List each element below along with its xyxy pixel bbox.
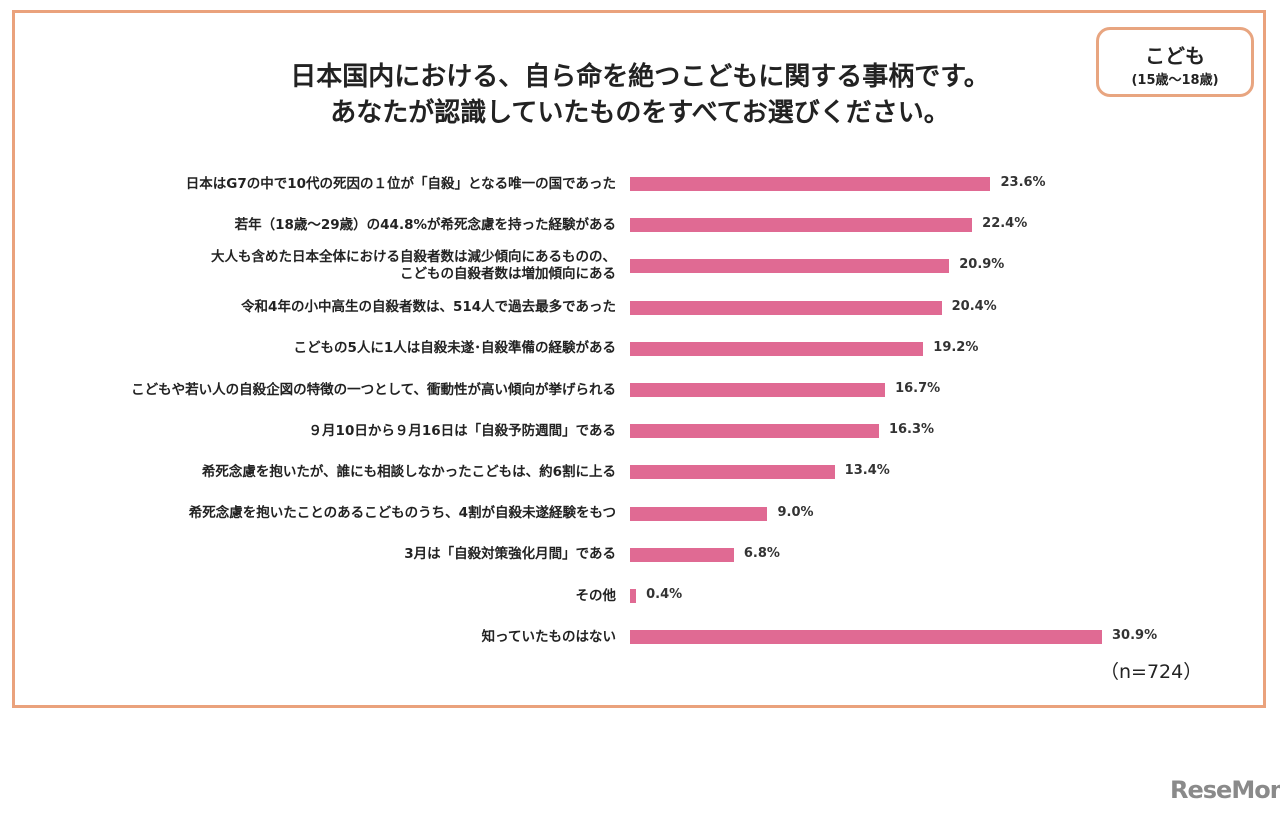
- respondent-badge: こども (15歳～18歳): [1096, 27, 1254, 97]
- value-label: 22.4%: [982, 216, 1028, 232]
- value-label: 13.4%: [844, 463, 890, 479]
- category-label: 令和4年の小中高生の自殺者数は、514人で過去最多であった: [241, 299, 616, 316]
- bar: [630, 383, 886, 397]
- category-label: 希死念慮を抱いたが、誰にも相談しなかったこどもは、約6割に上る: [201, 463, 616, 480]
- category-label: 3月は「自殺対策強化月間」である: [404, 546, 616, 563]
- value-label: 6.8%: [743, 545, 780, 561]
- category-label: 日本はG7の中で10代の死因の１位が「自殺」となる唯一の国であった: [185, 175, 616, 192]
- value-label: 16.7%: [895, 381, 941, 396]
- bar: [630, 465, 835, 480]
- chart-frame: [12, 10, 1266, 708]
- bar: [630, 547, 734, 562]
- bar: [630, 424, 879, 439]
- category-label: 若年（18歳～29歳）の44.8%が希死念慮を持った経験がある: [234, 216, 616, 233]
- value-label: 30.9%: [1112, 628, 1158, 644]
- category-label: その他: [575, 587, 617, 604]
- category-label: 知っていたものはない: [481, 628, 616, 645]
- category-label: ９月10日から９月16日は「自殺予防週間」である: [308, 422, 616, 439]
- value-label: 20.9%: [959, 257, 1005, 273]
- chart-title-line2: あなたが認識していたものをすべてお選びください。: [330, 98, 950, 128]
- bar: [630, 506, 768, 521]
- bar: [630, 630, 1102, 645]
- value-label: 20.4%: [951, 298, 997, 314]
- value-label: 0.4%: [646, 587, 683, 602]
- category-label: こどもや若い人の自殺企図の特徴の一つとして、衝動性が高い傾向が挙げられる: [131, 381, 616, 398]
- chart-title-line1: 日本国内における、自ら命を絶つこどもに関する事柄です。: [290, 62, 990, 92]
- category-label: 希死念慮を抱いたことのあるこどものうち、4割が自殺未遂経験をもつ: [188, 505, 616, 522]
- badge-main: こども: [1145, 44, 1205, 68]
- bar: [630, 589, 637, 603]
- bar: [630, 341, 924, 356]
- resemom-watermark: ReseMom: [1170, 776, 1280, 804]
- category-label: 大人も含めた日本全体における自殺者数は減少傾向にあるものの、 こどもの自殺者数は増…: [211, 249, 616, 283]
- category-label: こどもの5人に1人は自殺未遂･自殺準備の経験がある: [293, 340, 616, 357]
- bar: [630, 177, 991, 191]
- value-label: 9.0%: [777, 504, 814, 520]
- bar: [630, 218, 973, 233]
- value-label: 16.3%: [888, 422, 935, 438]
- value-label: 19.2%: [933, 339, 979, 355]
- bar: [630, 300, 942, 315]
- badge-sub: (15歳～18歳): [1131, 73, 1219, 88]
- value-label: 23.6%: [1000, 175, 1046, 190]
- sample-size: （n=724）: [1100, 661, 1203, 683]
- bar: [630, 259, 950, 274]
